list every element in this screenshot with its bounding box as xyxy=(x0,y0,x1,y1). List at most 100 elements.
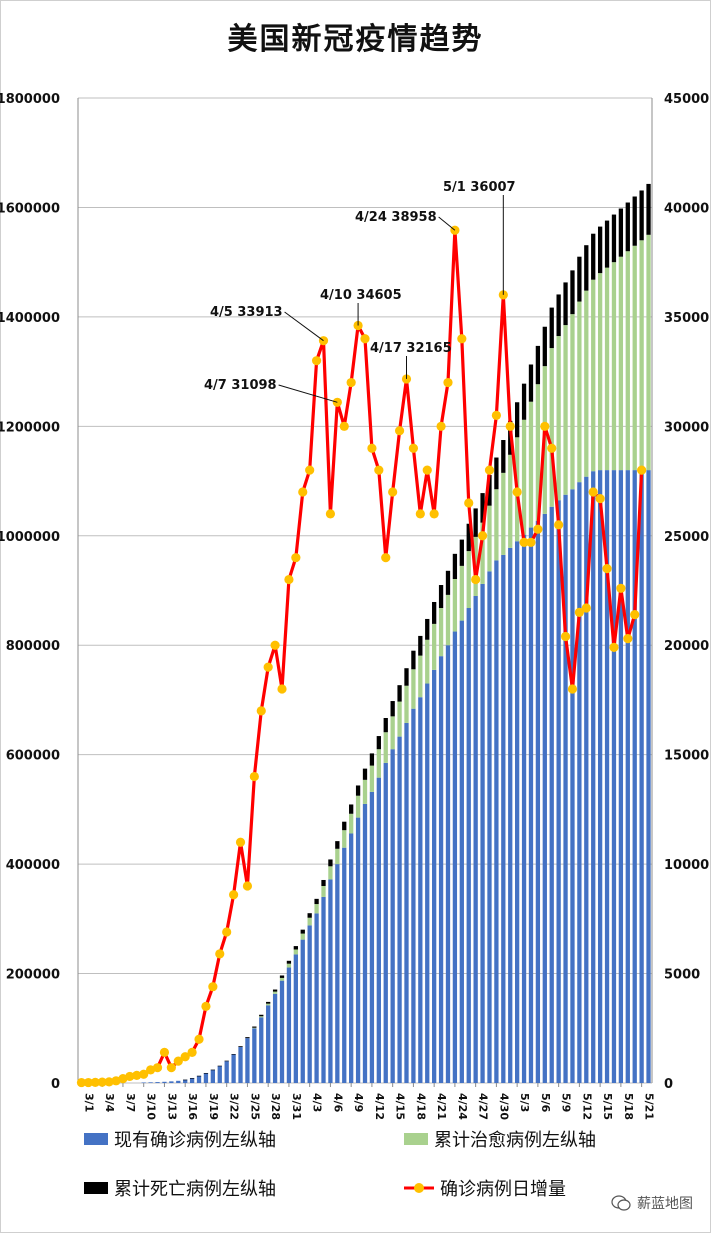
bar-active xyxy=(445,645,451,1083)
daily-point xyxy=(125,1071,135,1082)
x-tick-label: 3/1 xyxy=(82,1093,95,1112)
bar-recovered xyxy=(266,1003,271,1006)
daily-point xyxy=(311,356,322,366)
bar-recovered xyxy=(349,813,354,834)
annotation-leader xyxy=(278,384,338,403)
bar-active xyxy=(604,470,610,1084)
right-tick-label: 5000 xyxy=(664,968,700,983)
legend-label-recovered: 累计治愈病例左纵轴 xyxy=(434,1130,596,1151)
bar-deaths xyxy=(293,946,298,950)
daily-point xyxy=(132,1070,142,1080)
daily-point xyxy=(526,537,536,547)
daily-point xyxy=(533,524,543,534)
bar-deaths xyxy=(473,508,478,537)
annotation-leader xyxy=(438,216,456,231)
bar-active xyxy=(300,939,305,1083)
legend-label-active: 现有确诊病例左纵轴 xyxy=(114,1130,276,1151)
bar-recovered xyxy=(577,301,582,483)
bar-deaths xyxy=(259,1014,264,1017)
bar-deaths xyxy=(203,1072,209,1074)
daily-point xyxy=(270,640,280,650)
daily-point xyxy=(104,1077,114,1087)
daily-point xyxy=(567,684,578,694)
bar-active xyxy=(362,803,368,1083)
bar-deaths xyxy=(528,364,534,402)
daily-point xyxy=(235,837,246,847)
bar-deaths xyxy=(252,1026,257,1028)
bar-recovered xyxy=(625,251,630,471)
right-tick-label: 20000 xyxy=(664,639,709,654)
bar-deaths xyxy=(425,618,430,640)
bar-recovered xyxy=(425,639,430,684)
daily-point xyxy=(222,927,232,937)
bar-recovered xyxy=(591,279,596,472)
bar-active xyxy=(162,1081,167,1083)
daily-point xyxy=(505,421,515,431)
bar-deaths xyxy=(549,307,554,349)
daily-point xyxy=(588,487,598,497)
legend-label-daily: 确诊病例日增量 xyxy=(440,1179,566,1200)
x-tick-label: 5/18 xyxy=(622,1093,635,1120)
bar-recovered xyxy=(480,522,485,584)
x-tick-label: 3/7 xyxy=(124,1093,137,1112)
x-tick-label: 4/21 xyxy=(435,1093,448,1120)
daily-point xyxy=(173,1056,183,1066)
bar-recovered xyxy=(646,234,651,471)
daily-point xyxy=(574,607,584,617)
bar-active xyxy=(646,470,651,1084)
bar-active xyxy=(397,736,402,1083)
left-tick-label: 1400000 xyxy=(0,311,60,326)
legend-swatch-active xyxy=(84,1133,108,1145)
x-tick-label: 5/6 xyxy=(539,1093,552,1113)
bar-active xyxy=(335,864,340,1083)
bar-recovered xyxy=(272,991,278,994)
daily-point xyxy=(187,1047,197,1057)
daily-point xyxy=(602,564,612,574)
bar-recovered xyxy=(404,685,409,723)
bar-active xyxy=(196,1075,202,1083)
bar-deaths xyxy=(272,989,278,992)
daily-point xyxy=(388,487,398,497)
bar-deaths xyxy=(480,493,485,523)
bar-active xyxy=(452,631,458,1083)
right-tick-label: 0 xyxy=(664,1077,673,1092)
daily-point xyxy=(540,421,550,431)
daily-point xyxy=(436,421,446,431)
bar-recovered xyxy=(355,795,361,818)
right-tick-label: 10000 xyxy=(664,858,709,873)
bar-deaths xyxy=(183,1079,188,1081)
daily-point xyxy=(152,1063,163,1073)
legend-label-deaths: 累计死亡病例左纵轴 xyxy=(114,1179,276,1200)
daily-point xyxy=(623,634,633,644)
bar-recovered xyxy=(521,419,527,535)
bar-deaths xyxy=(563,282,568,326)
daily-point xyxy=(298,487,308,497)
bar-active xyxy=(259,1017,264,1083)
bar-active xyxy=(369,791,375,1083)
daily-point xyxy=(374,465,384,475)
right-tick-label: 40000 xyxy=(664,201,709,216)
bar-active xyxy=(521,534,527,1083)
x-tick-label: 3/4 xyxy=(103,1093,116,1113)
daily-point xyxy=(256,706,266,716)
bar-recovered xyxy=(438,608,444,657)
daily-line xyxy=(81,228,644,1085)
bar-recovered xyxy=(259,1016,264,1018)
annotation-label: 4/10 34605 xyxy=(320,288,402,303)
bar-deaths xyxy=(210,1069,215,1071)
daily-point xyxy=(111,1076,121,1086)
legend-item-daily: 确诊病例日增量 xyxy=(404,1173,566,1203)
bar-deaths xyxy=(487,475,492,506)
daily-point xyxy=(305,465,315,475)
annotation-label: 5/1 36007 xyxy=(443,180,516,195)
left-tick-label: 1800000 xyxy=(0,92,60,107)
bar-deaths xyxy=(342,821,347,831)
x-tick-label: 5/12 xyxy=(580,1093,593,1120)
right-tick-label: 25000 xyxy=(664,530,709,545)
bar-recovered xyxy=(459,565,464,621)
bar-deaths xyxy=(376,736,381,750)
bar-active xyxy=(203,1073,209,1083)
daily-point xyxy=(215,949,225,959)
daily-point xyxy=(249,771,259,782)
bar-recovered xyxy=(307,917,312,926)
